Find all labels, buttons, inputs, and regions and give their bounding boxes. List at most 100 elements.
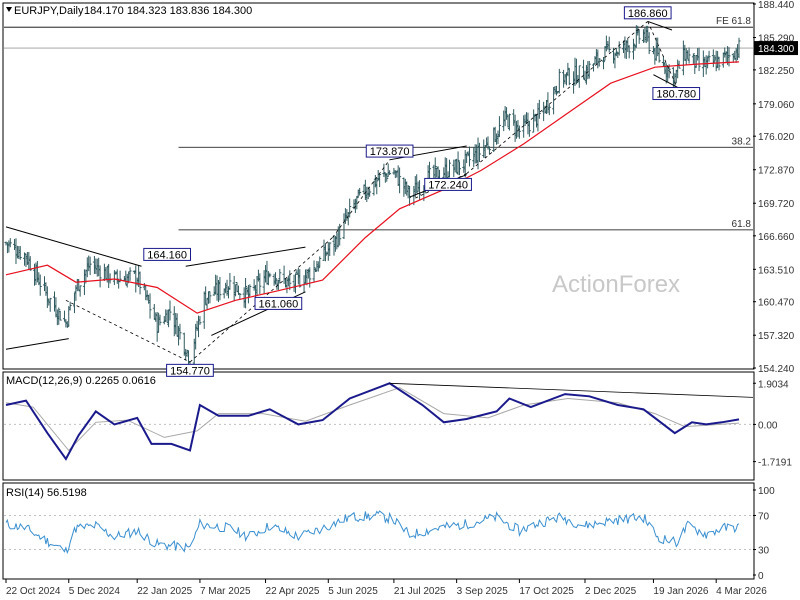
price-axis-label: 163.510 (758, 265, 795, 276)
time-axis-label: 17 Oct 2025 (519, 586, 574, 597)
macd-axis-label: -1.7191 (758, 458, 792, 469)
price-bar (483, 145, 487, 159)
price-bar (48, 297, 52, 312)
price-axis-label: 172.870 (758, 166, 795, 177)
time-axis-label: 22 Jan 2025 (137, 586, 192, 597)
fib-level-label: 61.8 (732, 219, 752, 230)
price-axis-label: 160.470 (758, 298, 795, 309)
fib-level-label: FE 61.8 (716, 16, 751, 27)
price-bar (428, 161, 432, 181)
price-bar (456, 151, 460, 175)
price-callout-text: 173.870 (370, 146, 410, 158)
price-callout: 186.860 (623, 6, 672, 20)
price-bar (677, 60, 681, 69)
price-bar (537, 99, 541, 119)
time-axis-label: 22 Oct 2024 (6, 586, 61, 597)
price-bar (717, 56, 721, 71)
time-axis-label: 19 Jan 2026 (653, 586, 708, 597)
moving-average (5, 61, 740, 314)
price-callout-text: 154.770 (170, 365, 210, 377)
price-callout-box (166, 363, 214, 377)
price-bar (348, 198, 352, 218)
price-bar (218, 276, 222, 301)
price-bar (602, 56, 606, 70)
price-callout-box (143, 247, 191, 261)
price-bar (433, 157, 437, 181)
price-bar (88, 256, 92, 276)
chart-menu-icon[interactable] (6, 7, 12, 12)
price-bar (57, 307, 61, 325)
time-axis-label: 5 Jun 2025 (328, 586, 378, 597)
price-bar (328, 242, 332, 257)
price-callouts: 186.860 180.780 173.870 172.240 164.160 161.0… (143, 6, 701, 377)
price-bar (737, 37, 741, 59)
price-bar (278, 268, 282, 284)
price-bar (607, 36, 611, 53)
price-axis-label: 176.020 (758, 132, 795, 143)
rsi-axis-label: 0 (758, 571, 764, 582)
price-bar (597, 58, 601, 67)
time-axis-label: 22 Apr 2025 (266, 586, 320, 597)
price-bar (385, 173, 389, 182)
price-bar (378, 173, 382, 188)
price-pane-frame (2, 2, 755, 370)
macd-trend-line (389, 382, 754, 398)
watermark: ActionForex (552, 271, 680, 298)
price-bar (138, 271, 142, 295)
rsi-axis-label: 70 (758, 512, 770, 523)
price-axis-label: 188.440 (758, 0, 795, 11)
price-callout-text: 164.160 (147, 249, 187, 261)
price-axis-label: 169.720 (758, 199, 795, 210)
macd-axis-label: 0.00 (758, 420, 778, 431)
price-bar (208, 291, 212, 304)
price-bar (148, 293, 152, 319)
macd-title: MACD(12,26,9) 0.2265 0.0616 (6, 375, 156, 387)
price-callout: 154.770 (166, 363, 214, 377)
price-callout-box (652, 87, 701, 101)
price-bar (18, 246, 22, 260)
wave-dashed-line (65, 299, 191, 363)
price-bar (398, 167, 402, 194)
macd-pane-frame (2, 371, 755, 481)
price-callout: 173.870 (365, 144, 414, 158)
price-bar (248, 284, 252, 296)
price-callout-box (424, 177, 472, 191)
price-bar (527, 120, 531, 137)
trend-line (647, 20, 673, 31)
current-price-badge (754, 41, 798, 56)
price-bar (318, 256, 322, 268)
price-bar (497, 116, 501, 138)
price-bar (358, 187, 362, 196)
price-axis-label: 182.250 (758, 66, 795, 77)
price-bar (258, 273, 262, 295)
price-bar (375, 178, 379, 195)
price-callout: 180.780 (652, 87, 701, 101)
price-bar (312, 260, 316, 283)
price-bars (4, 25, 741, 369)
price-bar (631, 38, 635, 60)
macd-line (5, 382, 740, 461)
moving-average-line (5, 61, 740, 314)
price-bar (727, 47, 731, 67)
price-bar (68, 301, 72, 311)
price-bar (617, 41, 621, 56)
current-price-label: 184.300 (758, 44, 795, 55)
price-axis: 188.440 185.290 182.250 179.060 176.020 172.8… (753, 0, 798, 375)
wave-dashed-line (332, 159, 390, 238)
price-bar (128, 267, 132, 281)
price-bar (547, 104, 551, 116)
fib-level-label: 38.2 (732, 136, 752, 147)
price-callout: 164.160 (143, 247, 191, 261)
price-callout: 161.060 (254, 296, 303, 310)
price-bar (467, 146, 471, 167)
price-bar (268, 272, 272, 278)
price-bar (228, 272, 232, 290)
trend-line (185, 246, 306, 267)
price-bar (574, 58, 578, 85)
price-bar (58, 310, 62, 321)
price-axis-label: 157.320 (758, 331, 795, 342)
price-bar (587, 60, 591, 79)
price-bar (487, 146, 491, 155)
macd-axis-label: 1.9034 (758, 379, 789, 390)
